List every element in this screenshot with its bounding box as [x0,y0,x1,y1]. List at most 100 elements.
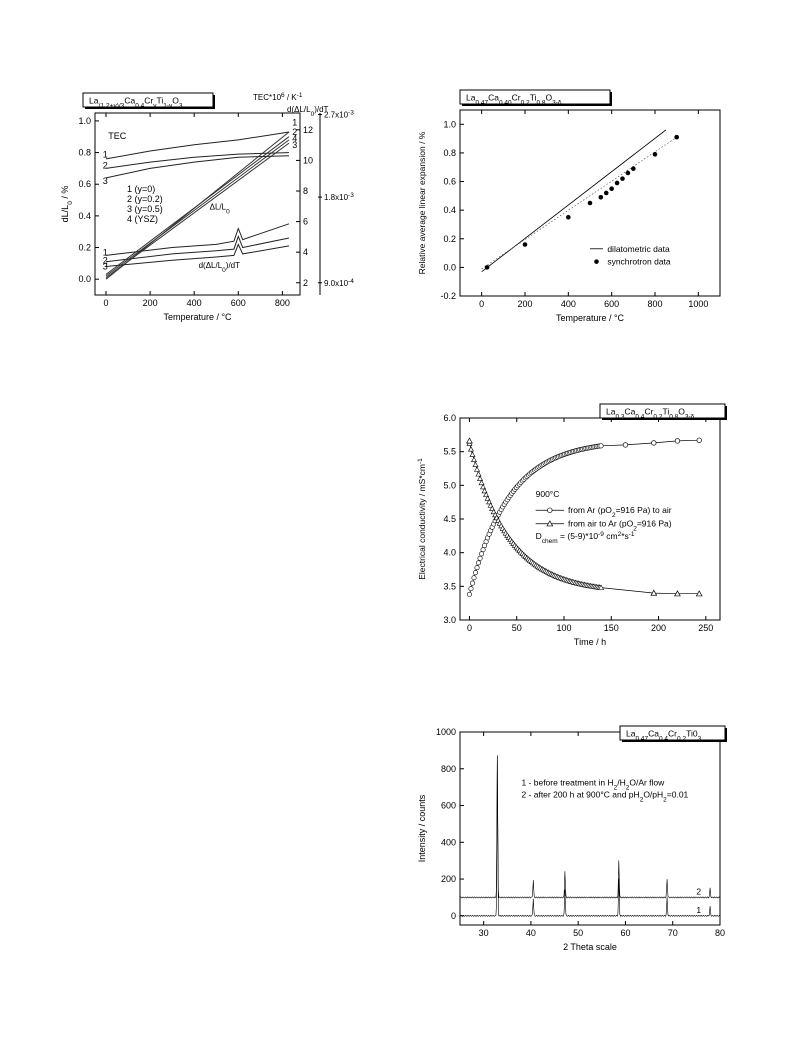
p4-x-tick-label: 60 [620,928,630,938]
p4-y-tick-label: 0 [451,911,456,921]
p3-point-air [477,555,483,561]
p3-point-ar [477,475,484,481]
p1-annot-deriv-3: 3 [103,262,108,272]
p4-x-tick-label: 50 [573,928,583,938]
p1-y-tick-label: 0.0 [78,274,91,284]
p3-point-air [598,443,604,449]
p2-synchrotron-point [566,215,571,220]
p3-x-tick-label: 200 [651,623,666,633]
chart-relative-expansion-svg: 0 200 400 600 800 1000 -0.2 0.0 0.2 0.4 0.6 0.8 1.0 d… [417,89,721,323]
p2-dilatometric-line [481,129,667,273]
p1-y2-tick-label: 8 [303,186,308,196]
p1-x-tick-label: 200 [143,298,158,308]
p3-point-ar [475,471,482,477]
p1-y3-tick-label: 1.8x10-3 [324,192,354,203]
p2-legend-entry: synchrotron data [607,257,671,267]
p1-annot-deriv: d(ΔL/L0)/dT [199,261,241,274]
p3-point-ar [466,437,473,444]
p2-x-tick-label: 200 [517,299,532,309]
chart-thermal-expansion: 0 200 400 600 800 0.0 0.2 0.4 0.6 0.8 1.0 2 4 6 8 10 12 9… [55,85,355,330]
p3-point-ar [650,589,658,596]
p2-synchrotron-point [620,176,625,181]
p3-point-ar [483,491,490,498]
p1-annot-tec-2: 2 [103,160,108,170]
p3-point-air [471,575,477,581]
p2-synchrotron-point [598,194,604,200]
p3-point-air [480,547,486,553]
chart-conductivity-svg: 0 50 100 150 200 250 3.0 3.5 4.0 4.5 5.0 5.5 6.0 900°… [417,403,727,647]
p1-annot-tec-3: 3 [103,176,108,186]
p1-y2-tick-label: 6 [303,217,308,227]
p1-tec-line-1 [105,131,290,160]
p3-point-air [476,560,482,566]
p3-point-ar [695,590,703,597]
p2-y-tick-label: 1.0 [443,119,456,129]
p2-synchrotron-point [603,190,609,196]
p1-y2-tick-label: 10 [303,155,313,165]
p1-annot-dl-3: 3 [292,140,297,150]
p4-legend-entry: 2 - after 200 h at 900°C and pH2O/pH2=0.… [521,789,688,803]
p3-x-tick-label: 250 [698,623,713,633]
p1-y-tick-label: 0.2 [78,243,91,253]
p1-y-tick-label: 0.4 [78,211,91,221]
p3-point-ar [474,466,481,472]
p1-legend-entry: 3 (y=0.5) [127,204,163,214]
p1-x-tick-label: 0 [104,298,109,308]
p4-series-label: 1 [696,905,701,915]
p1-annot-dl-2: 4 [292,133,297,143]
p4-x-tick-label: 70 [668,928,678,938]
p1-tec-line-2 [105,152,290,169]
p3-legend-circle-symbol [547,507,553,513]
p1-x-tick-label: 400 [187,298,202,308]
p3-y-tick-label: 3.0 [443,615,456,625]
p1-deriv-line-1 [105,223,290,256]
p3-x-tick-label: 50 [512,623,522,633]
p3-y-tick-label: 3.5 [443,581,456,591]
p3-y-tick-label: 4.5 [443,514,456,524]
p4-title: La0.47Ca0.4Cr0.2Ti03 [626,729,702,743]
p3-point-air [651,440,657,446]
p3-point-air [674,438,681,444]
p1-dl-line-2 [105,139,290,277]
p3-x-tick-label: 150 [604,623,619,633]
p1-annot-dl-4: 2 [292,127,297,137]
p4-plot-frame [459,731,721,926]
p3-y-tick-label: 5.5 [443,447,456,457]
chart-conductivity: 0 50 100 150 200 250 3.0 3.5 4.0 4.5 5.0 5.5 6.0 900°… [410,400,740,655]
p3-point-air [474,565,480,571]
p3-point-air [469,580,475,586]
p3-point-air [473,570,479,576]
p2-y-tick-label: 0.2 [443,234,456,244]
p4-x-tick-label: 40 [526,928,536,938]
p1-y3-tick-label: 9.0x10-4 [324,277,354,288]
p4-pattern-2 [459,755,721,899]
p3-point-air [466,591,472,597]
p1-annot-deriv-1: 1 [103,247,108,257]
p4-title-box [619,725,726,741]
p3-point-ar [467,446,474,452]
p1-y-axis-label: dL/L0 / % [60,186,74,223]
p3-point-ar [470,456,478,463]
p3-legend-entry: from air to Ar (pO2=916 Pa) [568,519,672,533]
chart-thermal-expansion-svg: 0 200 400 600 8000.00.20.40.60.81.0246810129… [60,92,354,323]
p4-y-tick-label: 1000 [436,727,456,737]
p1-y2-axis-label: TEC*106 / K-1 [253,92,303,103]
p2-synchrotron-point [522,242,528,247]
chart-relative-expansion: 0 200 400 600 800 1000 -0.2 0.0 0.2 0.4 0.6 0.8 1.0 d… [410,88,740,333]
p3-x-tick-label: 100 [556,623,571,633]
p3-title-box [599,403,726,419]
chart-xrd: 30 40 50 60 70 80 0 200 400 600 800 1000 1 2 1 - befor… [410,720,740,965]
p3-y-tick-label: 4.0 [443,548,456,558]
p1-y-tick-label: 0.8 [78,148,91,158]
p3-point-ar [484,495,491,501]
p2-y-tick-label: 0.6 [443,177,456,187]
p2-synchrotron-point [652,152,658,157]
p3-annot-temperature: 900°C [536,489,560,499]
p4-x-tick-label: 30 [479,928,489,938]
p1-annot-dl: ΔL/L0 [210,203,230,216]
p2-y-axis-label: Relative average linear expansion / % [417,131,427,274]
p1-title: La(1.2+y)/3Ca0.4CryTi1-yO3 [89,96,183,110]
p2-x-tick-label: 0 [479,299,484,309]
p2-y-tick-label: 0.4 [443,205,456,215]
